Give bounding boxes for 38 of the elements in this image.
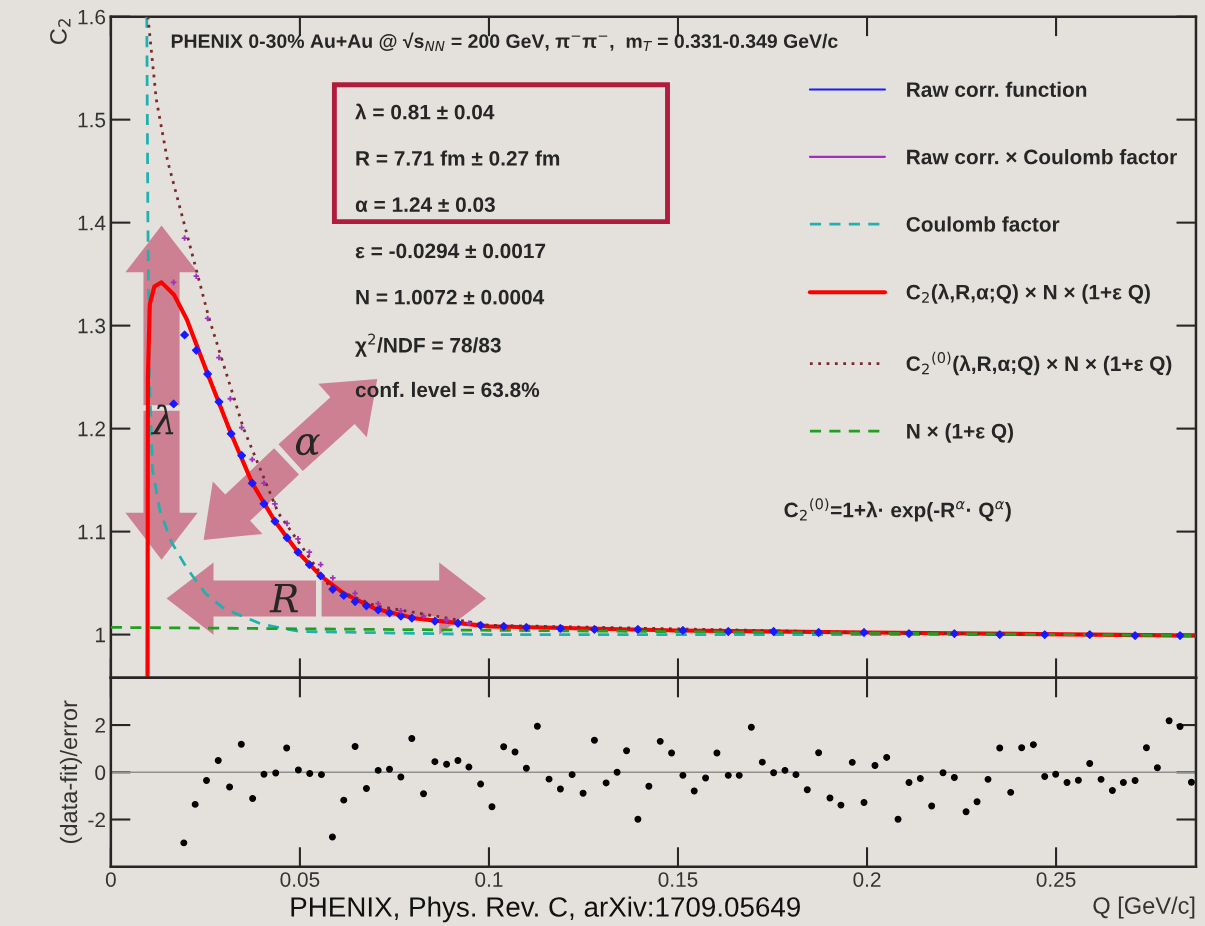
x-tick-label: 0.15 — [658, 872, 698, 887]
annotation: λ = 0.81 ± 0.04 — [355, 103, 495, 120]
legend-label: C$_{2}$(λ,R,α;Q) × N × (1+ε Q) — [906, 283, 1150, 304]
x-tick-label: 0.1 — [475, 872, 503, 887]
y-tick-label: 2 — [95, 718, 105, 733]
legend-label: Raw corr. × Coulomb factor — [907, 149, 1177, 165]
text: PHENIX, Phys. Rev. C, arXiv:1709.05649 — [291, 896, 800, 923]
y-tick-label: 1.6 — [78, 9, 106, 25]
x-tick-label: 0.25 — [1036, 872, 1076, 887]
x-tick-label: 0.2 — [853, 872, 881, 887]
annotation: conf. level = 63.8% — [355, 381, 540, 398]
annotation: ε = -0.0294 ± 0.0017 — [355, 243, 546, 259]
annotation: R — [269, 584, 298, 613]
legend-label: Coulomb factor — [906, 216, 1060, 232]
y-tick-label: 1.1 — [78, 524, 105, 540]
y-tick-label: 1.3 — [78, 318, 106, 334]
y-axis-title: (data-fit)/error — [59, 700, 82, 843]
annotation: α — [295, 434, 320, 456]
x-tick-label: 0.05 — [280, 872, 320, 887]
annotation: C$_{2}$$^{(0)}$=1+λ· exp(-R$^{α}$· Q$^{α}$) — [784, 498, 1011, 522]
annotation: N = 1.0072 ± 0.0004 — [356, 289, 545, 305]
legend-label: Raw corr. function — [907, 81, 1087, 97]
y-tick-label: 0 — [95, 765, 106, 781]
annotation: χ$^{2}$/NDF = 78/83 — [355, 333, 501, 357]
y-tick-label: 1.5 — [78, 112, 106, 128]
y-tick-label: -2 — [88, 812, 105, 828]
y-tick-label: 1.2 — [78, 421, 105, 437]
annotation: R = 7.71 fm ± 0.27 fm — [356, 150, 560, 166]
x-tick-label: 0 — [105, 872, 116, 887]
legend-label: N × (1+ε Q) — [907, 423, 1014, 443]
chart-title: PHENIX 0-30% Au+Au @ √s$_{NN}$ = 200 GeV, π$^{−}$π$^{−}$, m$_{T}$ = 0.331-0.349 GeV/c — [171, 32, 838, 52]
y-tick-label: 1.4 — [78, 215, 106, 231]
y-tick-label: 1 — [96, 627, 105, 643]
annotation: λ — [150, 404, 174, 435]
legend-label: C$_{2}$$^{(0)}$(λ,R,α;Q) × N × (1+ε Q) — [906, 351, 1172, 376]
annotation: α = 1.24 ± 0.03 — [355, 197, 495, 213]
x-axis-title: Q [GeV/c] — [1093, 896, 1195, 919]
y-axis-title: C$_{2}$ — [50, 19, 71, 45]
